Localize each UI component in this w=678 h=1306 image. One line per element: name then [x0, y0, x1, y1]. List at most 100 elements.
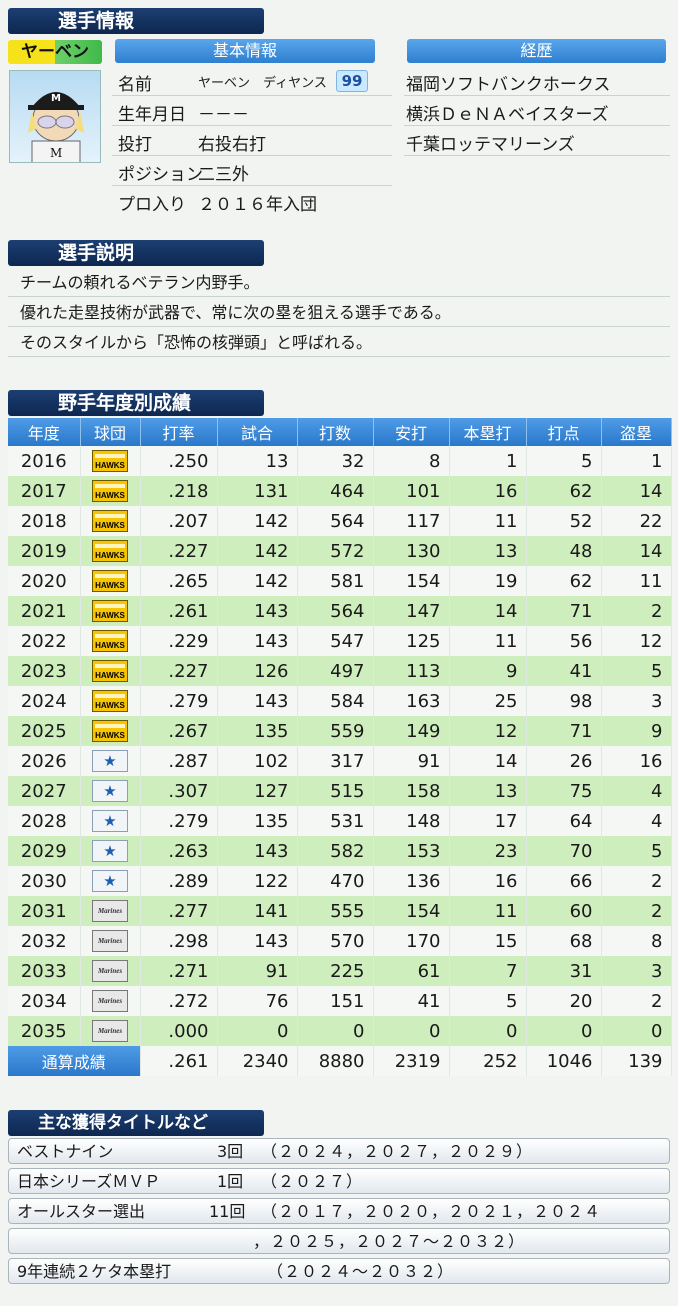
cell-games: 143 [217, 836, 298, 866]
cell-rbi: 5 [526, 446, 602, 476]
team-logo-text: HAWKS [95, 491, 125, 500]
stats-row: 2019 HAWKS .227 142 572 130 13 48 14 [8, 536, 672, 566]
stats-row: 2031 Marines .277 141 555 154 11 60 2 [8, 896, 672, 926]
stats-row: 2028 ★ .279 135 531 148 17 64 4 [8, 806, 672, 836]
svg-text:M: M [50, 146, 62, 160]
cell-year: 2020 [8, 566, 81, 596]
cell-team: HAWKS [80, 686, 141, 716]
cell-avg: .261 [140, 596, 218, 626]
cell-stolen-bases: 12 [601, 626, 672, 656]
career-team-name: 福岡ソフトバンクホークス [406, 75, 611, 95]
cell-hits: 163 [373, 686, 450, 716]
cell-rbi: 52 [526, 506, 602, 536]
cell-games: 135 [217, 806, 298, 836]
stats-row: 2034 Marines .272 76 151 41 5 20 2 [8, 986, 672, 1016]
cell-stolen-bases: 9 [601, 716, 672, 746]
cell-avg: .287 [140, 746, 218, 776]
cell-year: 2027 [8, 776, 81, 806]
cell-hits: 91 [373, 746, 450, 776]
cell-team: HAWKS [80, 596, 141, 626]
cell-team: Marines [80, 986, 141, 1016]
cell-home-runs: 11 [449, 896, 527, 926]
cell-hits: 153 [373, 836, 450, 866]
cell-rbi: 26 [526, 746, 602, 776]
cell-at-bats: 582 [297, 836, 374, 866]
info-value: ヤーベン ディヤンス [198, 76, 327, 91]
cell-team: Marines [80, 926, 141, 956]
cell-games: 91 [217, 956, 298, 986]
team-logo-text: HAWKS [95, 611, 125, 620]
cell-year: 2035 [8, 1016, 81, 1046]
player-name-tag: ヤーベン [8, 40, 102, 64]
team-logo-text: ★ [103, 842, 117, 860]
cell-games: 143 [217, 596, 298, 626]
col-header-hits: 安打 [373, 418, 450, 446]
cell-games: 122 [217, 866, 298, 896]
title-name: ベストナイン [17, 1142, 114, 1161]
player-avatar: M M [9, 70, 101, 163]
section-title-yearly-stats: 野手年度別成績 [8, 390, 264, 416]
cell-at-bats: 581 [297, 566, 374, 596]
team-logo-text: HAWKS [95, 671, 125, 680]
title-name: 日本シリーズＭＶＰ [17, 1172, 161, 1191]
cell-year: 2030 [8, 866, 81, 896]
cell-stolen-bases: 0 [601, 1016, 672, 1046]
cell-rbi: 20 [526, 986, 602, 1016]
cell-rbi: 71 [526, 596, 602, 626]
cell-at-bats: 470 [297, 866, 374, 896]
cell-home-runs: 16 [449, 866, 527, 896]
cell-team: ★ [80, 776, 141, 806]
cell-at-bats: 547 [297, 626, 374, 656]
cell-at-bats: 559 [297, 716, 374, 746]
cell-home-runs: 9 [449, 656, 527, 686]
cell-avg: .227 [140, 656, 218, 686]
cell-rbi: 56 [526, 626, 602, 656]
cell-hits: 41 [373, 986, 450, 1016]
baystars-logo-icon: ★ [92, 750, 128, 772]
cell-team: ★ [80, 806, 141, 836]
marines-logo-icon: Marines [92, 960, 128, 982]
col-header-team: 球団 [80, 418, 141, 446]
cell-rbi: 0 [526, 1016, 602, 1046]
total-hits: 2319 [373, 1046, 450, 1076]
title-row: ，２０２５，２０２７～２０３２） [8, 1228, 670, 1254]
stats-row: 2029 ★ .263 143 582 153 23 70 5 [8, 836, 672, 866]
title-row: ベストナイン 3回 （２０２４，２０２７，２０２９） [8, 1138, 670, 1164]
cell-at-bats: 572 [297, 536, 374, 566]
team-logo-text: ★ [103, 872, 117, 890]
stats-row: 2022 HAWKS .229 143 547 125 11 56 12 [8, 626, 672, 656]
cell-home-runs: 0 [449, 1016, 527, 1046]
cell-rbi: 31 [526, 956, 602, 986]
cell-games: 143 [217, 626, 298, 656]
cell-home-runs: 1 [449, 446, 527, 476]
cell-year: 2018 [8, 506, 81, 536]
cell-games: 143 [217, 926, 298, 956]
cell-at-bats: 464 [297, 476, 374, 506]
cell-year: 2021 [8, 596, 81, 626]
cell-rbi: 70 [526, 836, 602, 866]
cell-home-runs: 11 [449, 506, 527, 536]
cell-hits: 154 [373, 896, 450, 926]
stats-row: 2035 Marines .000 0 0 0 0 0 0 [8, 1016, 672, 1046]
stats-row: 2032 Marines .298 143 570 170 15 68 8 [8, 926, 672, 956]
cell-avg: .218 [140, 476, 218, 506]
hawks-logo-icon: HAWKS [92, 600, 128, 622]
cell-games: 102 [217, 746, 298, 776]
cell-home-runs: 7 [449, 956, 527, 986]
title-row: オールスター選出 11回 （２０１７，２０２０，２０２１，２０２４ [8, 1198, 670, 1224]
team-logo-text: Marines [97, 907, 123, 915]
cell-team: ★ [80, 836, 141, 866]
cell-at-bats: 317 [297, 746, 374, 776]
cell-rbi: 60 [526, 896, 602, 926]
cell-avg: .267 [140, 716, 218, 746]
cell-year: 2032 [8, 926, 81, 956]
title-row: 9年連続２ケタ本塁打 （２０２４～２０３２） [8, 1258, 670, 1284]
cell-year: 2023 [8, 656, 81, 686]
title-row: 日本シリーズＭＶＰ 1回 （２０２７） [8, 1168, 670, 1194]
cell-stolen-bases: 22 [601, 506, 672, 536]
description-line: そのスタイルから「恐怖の核弾頭」と呼ばれる。 [8, 328, 670, 357]
cell-rbi: 64 [526, 806, 602, 836]
hawks-logo-icon: HAWKS [92, 570, 128, 592]
team-logo-text: ★ [103, 782, 117, 800]
baystars-logo-icon: ★ [92, 840, 128, 862]
